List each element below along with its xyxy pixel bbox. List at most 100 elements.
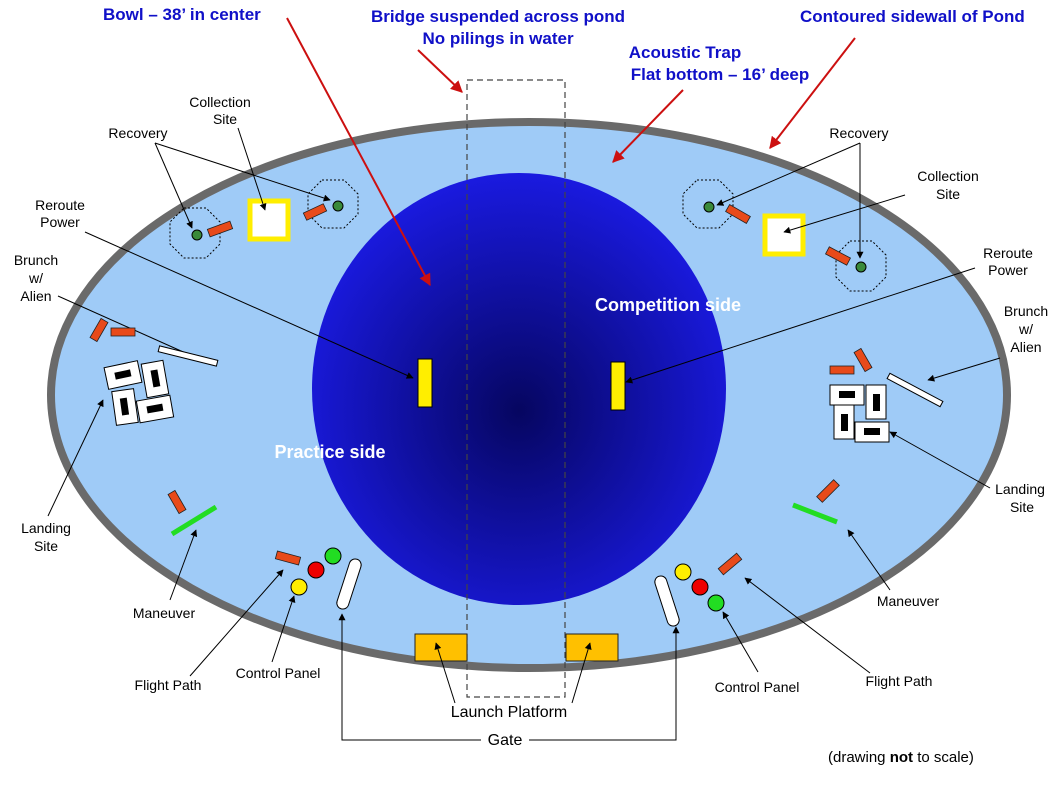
brunch-bar-right xyxy=(886,372,944,408)
recovery-octagon-left-2 xyxy=(307,179,359,229)
recovery-octagon-right-2 xyxy=(835,240,887,292)
landing-pointer-right xyxy=(889,431,991,489)
sidewall-arrow xyxy=(769,37,856,149)
maneuver-label-left: Maneuver xyxy=(133,605,196,621)
orange-marker-right-4 xyxy=(853,347,873,373)
orange-marker-right-3 xyxy=(829,365,855,375)
bridge-header-line1: Bridge suspended across pond xyxy=(371,7,625,26)
reroute-label-right-1: Reroute xyxy=(983,245,1033,261)
control-light-green-right xyxy=(707,594,725,612)
control-panel-label-left: Control Panel xyxy=(236,665,321,681)
bridge-header-line2: No pilings in water xyxy=(422,29,574,48)
brunch-label-left-2: w/ xyxy=(28,270,43,286)
launch-platform-right xyxy=(565,633,619,662)
bridge-outline xyxy=(466,79,566,698)
launch-platform-left xyxy=(414,633,468,662)
reroute-label-left-2: Power xyxy=(40,214,80,230)
recovery-pointer-left-2 xyxy=(154,142,331,202)
launch-pointer-left xyxy=(434,642,456,704)
bridge-arrow xyxy=(417,49,463,93)
gate-line-left xyxy=(338,613,481,741)
recovery-octagon-left-1 xyxy=(169,207,221,259)
maneuver-label-right: Maneuver xyxy=(877,593,940,609)
brunch-label-left-3: Alien xyxy=(20,288,51,304)
orange-marker-left-5 xyxy=(167,489,187,515)
landing-label-left-1: Landing xyxy=(21,520,71,536)
control-light-green-left xyxy=(324,547,342,565)
orange-marker-left-2 xyxy=(302,203,328,221)
gate-line-right xyxy=(529,626,680,741)
collection-label-right-1: Collection xyxy=(917,168,978,184)
landing-pointer-left xyxy=(47,399,104,517)
maneuver-pointer-right xyxy=(847,529,891,591)
recovery-buoy-right-1 xyxy=(703,201,715,213)
gate-label: Gate xyxy=(488,732,523,749)
maneuver-pointer-left xyxy=(169,529,198,601)
orange-marker-right-2 xyxy=(824,246,852,266)
control-light-yellow-right xyxy=(674,563,692,581)
reroute-pointer-right xyxy=(625,267,976,384)
trap-header-line2: Flat bottom – 16’ deep xyxy=(631,65,810,84)
reroute-power-left xyxy=(417,358,433,408)
maneuver-bar-right xyxy=(792,502,838,525)
collection-site-left xyxy=(247,198,291,242)
collection-pointer-right xyxy=(783,194,906,234)
collection-pointer-left xyxy=(237,127,267,211)
landing-label-right-1: Landing xyxy=(995,481,1045,497)
brunch-bar-left xyxy=(157,345,219,367)
orange-marker-left-3 xyxy=(89,317,109,343)
orange-marker-right-6 xyxy=(717,552,743,576)
alien-cluster-left xyxy=(103,359,175,426)
control-panel-pointer-right xyxy=(722,611,759,673)
brunch-label-left-1: Brunch xyxy=(14,252,58,268)
recovery-label-right: Recovery xyxy=(829,125,888,141)
practice-side-label: Practice side xyxy=(274,442,385,462)
collection-label-left-2: Site xyxy=(213,111,237,127)
landing-label-right-2: Site xyxy=(1010,499,1034,515)
maneuver-bar-left xyxy=(170,504,218,537)
flight-path-left xyxy=(336,558,362,610)
reroute-label-right-2: Power xyxy=(988,262,1028,278)
control-panel-pointer-left xyxy=(271,595,296,663)
recovery-buoy-left-2 xyxy=(332,200,344,212)
recovery-buoy-right-2 xyxy=(855,261,867,273)
recovery-octagon-right-1 xyxy=(682,179,734,229)
recovery-pointer-right-1 xyxy=(716,142,861,206)
orange-marker-left-4 xyxy=(110,327,136,337)
orange-marker-left-6 xyxy=(274,550,302,566)
bowl xyxy=(312,173,726,605)
trap-header-line1: Acoustic Trap xyxy=(629,43,741,62)
bowl-header: Bowl – 38’ in center xyxy=(103,5,261,24)
trap-arrow xyxy=(612,89,684,163)
collection-label-left-1: Collection xyxy=(189,94,250,110)
sidewall-header: Contoured sidewall of Pond xyxy=(800,7,1025,26)
control-light-red-right xyxy=(691,578,709,596)
orange-marker-right-5 xyxy=(816,479,840,503)
recovery-pointer-left-1 xyxy=(154,142,193,229)
recovery-label-left: Recovery xyxy=(108,125,167,141)
scale-note: (drawing not to scale) xyxy=(828,749,974,766)
collection-site-right xyxy=(762,213,806,257)
brunch-label-right-1: Brunch xyxy=(1004,303,1048,319)
launch-pointer-right xyxy=(571,642,592,704)
flight-path-pointer-left xyxy=(189,569,284,677)
collection-label-right-2: Site xyxy=(936,186,960,202)
launch-platform-label: Launch Platform xyxy=(451,704,568,721)
reroute-power-right xyxy=(610,361,626,411)
competition-side-label: Competition side xyxy=(595,295,741,315)
reroute-label-left-1: Reroute xyxy=(35,197,85,213)
recovery-buoy-left-1 xyxy=(191,229,203,241)
control-panel-label-right: Control Panel xyxy=(715,679,800,695)
control-light-red-left xyxy=(307,561,325,579)
flight-path-label-right: Flight Path xyxy=(866,673,933,689)
brunch-pointer-right xyxy=(927,357,1001,382)
brunch-pointer-left xyxy=(57,295,191,356)
flight-path-pointer-right xyxy=(744,577,871,674)
alien-cluster-right xyxy=(829,384,890,443)
brunch-label-right-2: w/ xyxy=(1018,321,1033,337)
flight-path-right xyxy=(654,575,680,627)
brunch-label-right-3: Alien xyxy=(1010,339,1041,355)
orange-marker-right-1 xyxy=(725,203,751,225)
